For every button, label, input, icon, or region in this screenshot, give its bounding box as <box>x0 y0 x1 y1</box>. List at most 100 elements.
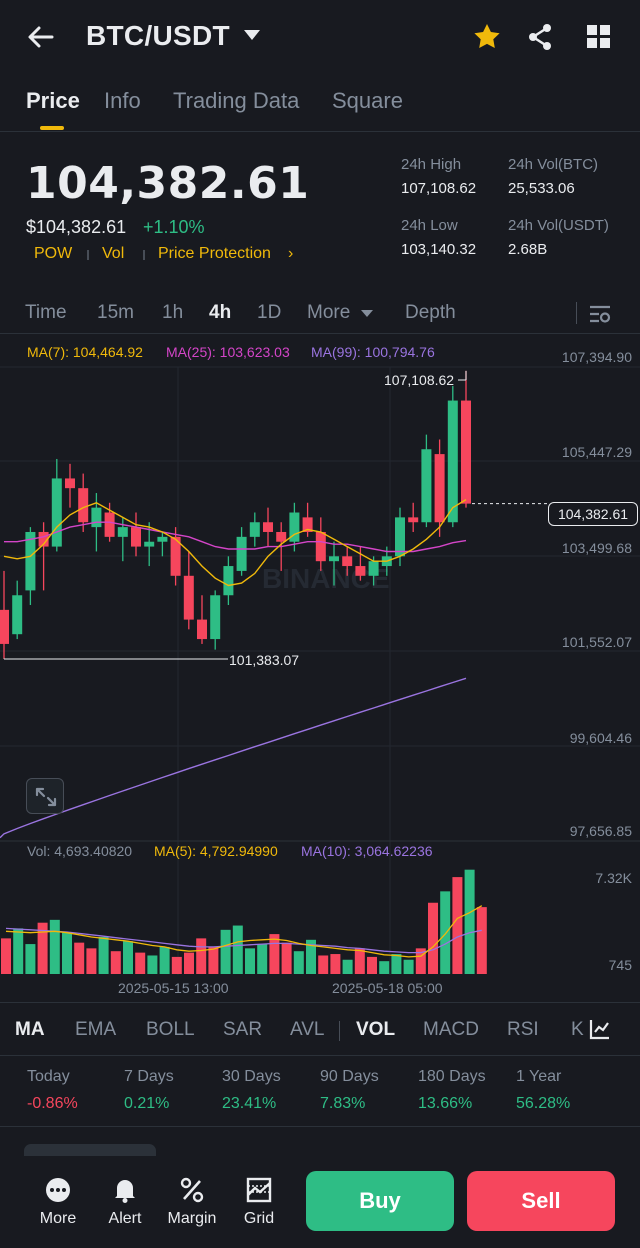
interval-more[interactable]: More <box>307 302 351 323</box>
tag-vol[interactable]: Vol <box>102 245 125 262</box>
vol-btc-value: 25,533.06 <box>508 180 575 197</box>
candle-body <box>408 517 419 523</box>
share-icon[interactable] <box>525 22 555 52</box>
perf-30d: 30 Days 23.41% <box>222 1068 281 1112</box>
candle-body <box>461 400 471 504</box>
tab-price[interactable]: Price <box>26 88 80 113</box>
margin-button[interactable]: Margin <box>160 1174 224 1238</box>
interval-bar: Time 15m 1h 4h 1D More Depth <box>0 294 640 334</box>
indicator-macd[interactable]: MACD <box>423 1019 479 1040</box>
volume-bar <box>98 936 109 974</box>
interval-time[interactable]: Time <box>25 302 67 323</box>
volume-bar <box>367 956 377 974</box>
grid-icon[interactable] <box>584 22 614 52</box>
volume-bar <box>452 877 463 974</box>
vol-legend: Vol: 4,693.40820 <box>27 843 133 859</box>
high-value: 107,108.62 <box>401 180 477 197</box>
alert-button[interactable]: Alert <box>93 1174 157 1238</box>
chevron-down-icon[interactable] <box>244 30 260 40</box>
volume-bar <box>269 934 280 974</box>
more-dots-icon <box>46 1178 70 1202</box>
divider <box>0 1126 640 1127</box>
interval-depth[interactable]: Depth <box>405 302 456 323</box>
interval-15m[interactable]: 15m <box>97 302 134 323</box>
peek-card <box>24 1144 156 1158</box>
margin-label: Margin <box>167 1210 217 1227</box>
pair-title[interactable]: BTC/USDT <box>86 20 230 51</box>
last-price: 104,382.61 <box>26 158 310 209</box>
indicator-vol[interactable]: VOL <box>356 1019 396 1040</box>
price-axis-label: 107,394.90 <box>561 349 632 365</box>
chart-settings-icon[interactable] <box>588 302 612 326</box>
perf-7d: 7 Days 0.21% <box>124 1068 174 1112</box>
indicator-avl[interactable]: AVL <box>290 1019 325 1040</box>
candle-body <box>276 531 287 542</box>
interval-4h[interactable]: 4h <box>209 302 232 323</box>
vol-ma5-line <box>5 905 483 958</box>
divider <box>87 250 89 260</box>
price-axis-label: 105,447.29 <box>561 444 632 460</box>
indicator-boll[interactable]: BOLL <box>146 1019 195 1040</box>
volume-bar <box>13 928 24 974</box>
more-button[interactable]: More <box>26 1174 90 1238</box>
ma7-legend: MA(7): 104,464.92 <box>27 344 143 360</box>
chevron-down-icon[interactable] <box>361 310 373 317</box>
indicator-ma[interactable]: MA <box>15 1019 45 1040</box>
candle-body <box>447 400 458 523</box>
volume-bar <box>318 955 329 974</box>
volume-bar <box>257 944 268 974</box>
volume-bar <box>330 954 341 974</box>
percent-icon <box>180 1177 204 1203</box>
ma25-line <box>4 521 467 553</box>
tab-square[interactable]: Square <box>332 88 403 113</box>
current-price-tag: 104,382.61 <box>548 502 638 526</box>
vol-axis-label: 7.32K <box>595 870 632 886</box>
volume-bar <box>62 932 72 974</box>
indicator-settings-icon[interactable] <box>588 1017 612 1041</box>
volume-bar <box>171 956 182 974</box>
candlestick-chart[interactable]: BINANCE <box>0 340 640 1000</box>
volume-bar <box>232 925 243 974</box>
indicator-rsi[interactable]: RSI <box>507 1019 539 1040</box>
high-label: 24h High <box>401 156 462 173</box>
grid-button[interactable]: Grid <box>227 1174 291 1238</box>
volume-bar <box>245 948 255 974</box>
indicator-kdj[interactable]: K <box>571 1019 584 1040</box>
volume-bar <box>86 948 97 974</box>
ma7-line <box>3 499 467 587</box>
perf-1y: 1 Year 56.28% <box>516 1068 571 1112</box>
indicator-sar[interactable]: SAR <box>223 1019 263 1040</box>
ma99-legend: MA(99): 100,794.76 <box>311 344 435 360</box>
volume-bar <box>147 955 158 974</box>
tab-trading-data[interactable]: Trading Data <box>173 88 300 113</box>
tag-pow[interactable]: POW <box>34 245 73 262</box>
back-arrow-icon[interactable] <box>24 20 58 54</box>
candle-body <box>289 512 300 542</box>
buy-button[interactable]: Buy <box>306 1171 454 1231</box>
chevron-right-icon[interactable]: › <box>288 245 294 262</box>
vol-axis-label: 745 <box>608 957 632 973</box>
interval-1d[interactable]: 1D <box>257 302 282 323</box>
vol-ma5-legend: MA(5): 4,792.94990 <box>154 843 278 859</box>
candle-body <box>183 575 194 620</box>
tab-info[interactable]: Info <box>104 88 141 113</box>
candle-body <box>329 556 339 562</box>
fullscreen-button[interactable] <box>26 778 64 814</box>
low-marker: 101,383.07 <box>229 652 300 668</box>
candle-body <box>0 609 9 644</box>
candle-body <box>65 478 75 489</box>
candle-body <box>78 488 89 523</box>
indicator-bar: MA EMA BOLL SAR AVL VOL MACD RSI K <box>0 1002 640 1056</box>
interval-1h[interactable]: 1h <box>162 302 184 323</box>
grid-bot-icon <box>246 1177 272 1203</box>
candle-body <box>355 566 366 576</box>
star-icon[interactable] <box>472 22 502 52</box>
vol-ma10-legend: MA(10): 3,064.62236 <box>301 843 433 859</box>
candle-body <box>131 527 141 547</box>
indicator-ema[interactable]: EMA <box>75 1019 117 1040</box>
tag-price-protection[interactable]: Price Protection <box>158 245 271 262</box>
sell-button[interactable]: Sell <box>467 1171 615 1231</box>
expand-icon <box>35 787 57 807</box>
more-label: More <box>39 1210 77 1227</box>
ma99-line <box>0 677 467 839</box>
